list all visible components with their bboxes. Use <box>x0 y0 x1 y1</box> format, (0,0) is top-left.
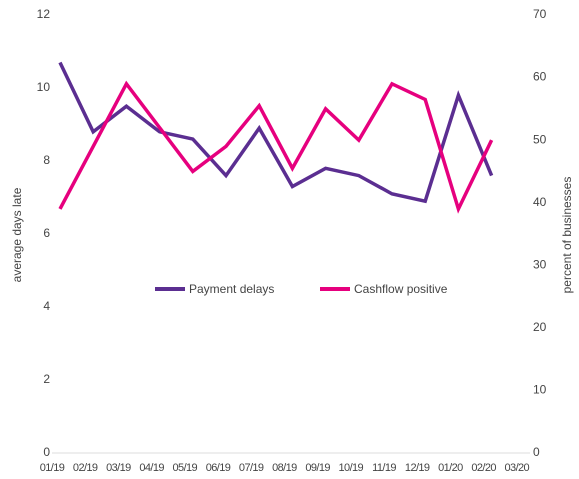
y2-tick-label: 10 <box>533 383 547 397</box>
x-tick-label: 08/19 <box>272 462 297 474</box>
y2-tick-label: 20 <box>533 320 547 334</box>
y2-tick-label: 60 <box>533 70 547 84</box>
y2-tick-label: 30 <box>533 257 547 271</box>
y-tick-label: 2 <box>43 372 50 386</box>
x-tick-label: 02/20 <box>471 462 496 474</box>
y2-tick-label: 70 <box>533 7 547 21</box>
x-tick-label: 03/19 <box>106 462 131 474</box>
x-tick-label: 09/19 <box>305 462 330 474</box>
series-line <box>58 80 494 214</box>
legend-label: Cashflow positive <box>354 282 448 296</box>
x-tick-label: 03/20 <box>505 462 530 474</box>
x-tick-label: 11/19 <box>372 462 396 474</box>
x-tick-label: 07/19 <box>239 462 264 474</box>
y-tick-label: 6 <box>43 226 50 240</box>
y-tick-label: 8 <box>43 153 50 167</box>
y-axis-label: average days late <box>10 187 24 282</box>
x-tick-label: 10/19 <box>339 462 364 474</box>
y2-tick-label: 0 <box>533 445 540 459</box>
x-tick-label: 02/19 <box>73 462 98 474</box>
y2-tick-label: 50 <box>533 132 547 146</box>
y-tick-label: 10 <box>37 80 51 94</box>
x-tick-label: 01/19 <box>40 462 65 474</box>
x-tick-label: 05/19 <box>173 462 198 474</box>
y2-tick-label: 40 <box>533 195 547 209</box>
y2-axis-label: percent of businesses <box>560 177 574 294</box>
legend-label: Payment delays <box>189 282 274 296</box>
y-tick-label: 12 <box>37 7 51 21</box>
x-tick-label: 06/19 <box>206 462 231 474</box>
y-tick-label: 4 <box>43 299 50 313</box>
series-line <box>58 61 494 204</box>
y-tick-label: 0 <box>43 445 50 459</box>
x-tick-label: 12/19 <box>405 462 430 474</box>
x-tick-label: 04/19 <box>139 462 164 474</box>
x-tick-label: 01/20 <box>438 462 463 474</box>
